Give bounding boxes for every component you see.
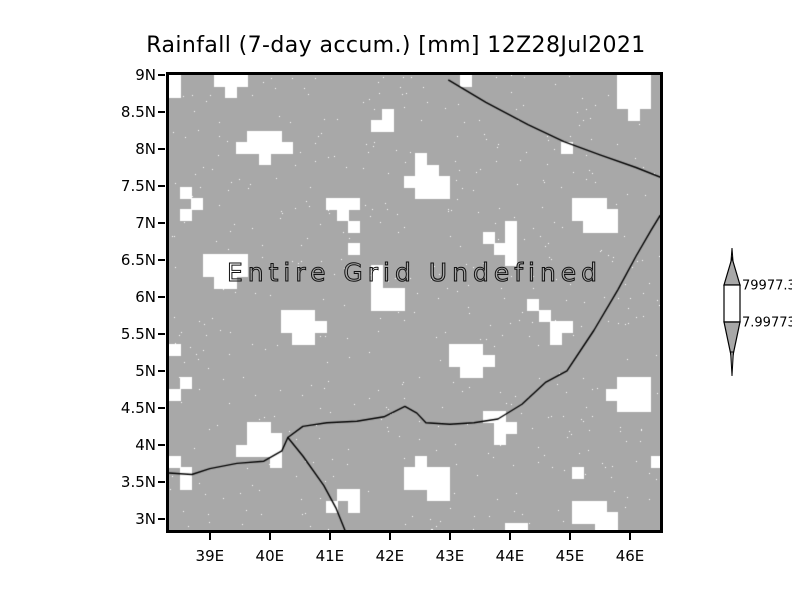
x-tick-label: 43E [435, 547, 465, 565]
y-tick-mark [158, 110, 165, 113]
map-plot-area[interactable] [166, 72, 663, 533]
y-tick-label: 4N [135, 435, 156, 454]
y-tick-mark [158, 221, 165, 224]
x-tick-label: 40E [255, 547, 285, 565]
y-tick-label: 7N [135, 213, 156, 232]
y-axis: 9N 8.5N 8N 7.5N 7N 6.5N 6N 5.5N 5N 4.5N 4N 3.5N 3N [60, 0, 165, 612]
x-tick-mark [208, 533, 211, 540]
x-tick-label: 42E [375, 547, 405, 565]
colorbar-shape-icon [723, 248, 741, 376]
y-tick-label: 3N [135, 509, 156, 528]
x-tick-mark [268, 533, 271, 540]
y-tick-mark [158, 184, 165, 187]
y-tick-mark [158, 332, 165, 335]
x-tick-mark [628, 533, 631, 540]
y-tick-mark [158, 295, 165, 298]
y-tick-label: 7.5N [120, 176, 156, 195]
y-tick-mark [158, 258, 165, 261]
y-tick-label: 9N [135, 66, 156, 84]
y-tick-mark [158, 369, 165, 372]
x-tick-mark [388, 533, 391, 540]
y-tick-label: 5N [135, 361, 156, 380]
x-tick-mark [448, 533, 451, 540]
y-tick-label: 8.5N [120, 102, 156, 121]
x-tick-mark [568, 533, 571, 540]
y-tick-mark [158, 147, 165, 150]
y-tick-label: 6.5N [120, 250, 156, 269]
y-tick-label: 6N [135, 287, 156, 306]
page-title: Rainfall (7-day accum.) [mm] 12Z28Jul202… [146, 33, 646, 58]
x-tick-mark [508, 533, 511, 540]
y-tick-mark [158, 74, 165, 76]
x-tick-label: 44E [495, 547, 525, 565]
x-tick-label: 41E [315, 547, 345, 565]
y-tick-mark [158, 443, 165, 446]
rainfall-grid-canvas [169, 75, 660, 530]
y-tick-mark [158, 480, 165, 483]
y-tick-label: 5.5N [120, 324, 156, 343]
y-tick-mark [158, 406, 165, 409]
colorbar[interactable]: 79977.3 7.99773 [706, 248, 792, 378]
colorbar-upper-label: 79977.3 [742, 278, 792, 294]
y-tick-label: 8N [135, 139, 156, 158]
x-tick-mark [328, 533, 331, 540]
x-axis: 39E 40E 41E 42E 43E 44E 45E 46E [0, 533, 792, 573]
x-tick-label: 45E [555, 547, 585, 565]
y-tick-mark [158, 517, 165, 520]
x-tick-label: 46E [615, 547, 645, 565]
x-tick-label: 39E [195, 547, 225, 565]
y-tick-label: 4.5N [120, 398, 156, 417]
colorbar-lower-label: 7.99773 [742, 315, 792, 331]
y-tick-label: 3.5N [120, 472, 156, 491]
